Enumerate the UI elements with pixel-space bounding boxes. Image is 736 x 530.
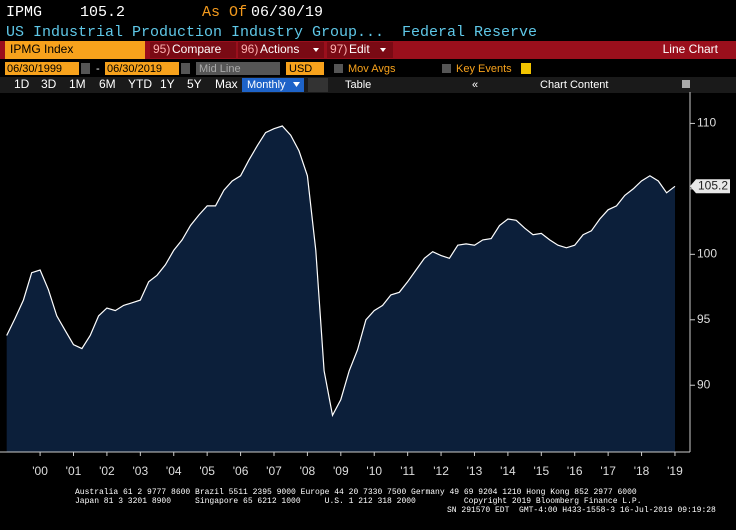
period-bar <box>0 77 736 93</box>
info-icon[interactable] <box>521 63 531 74</box>
end-date-box[interactable] <box>105 62 179 75</box>
x-tick-label: '18 <box>634 464 650 478</box>
last-value-box <box>690 179 730 194</box>
calendar-icon[interactable] <box>81 63 90 74</box>
period-buttons: 1D 3D 1M 6M YTD 1Y 5Y Max <box>14 77 238 91</box>
security[interactable]: IPMG Index <box>10 42 73 56</box>
footer-line: Japan 81 3 3201 8900 Singapore 65 6212 1… <box>75 497 642 506</box>
description: US Industrial Production Industry Group.… <box>6 24 384 41</box>
x-tick-label: '17 <box>600 464 616 478</box>
x-tick-label: '03 <box>133 464 149 478</box>
x-tick-label: '14 <box>500 464 516 478</box>
dropdown-arrow <box>293 82 300 87</box>
footer-line: Australia 61 2 9777 8600 Brazil 5511 239… <box>75 488 637 497</box>
compare-button[interactable] <box>150 42 236 58</box>
x-tick-label: '07 <box>266 464 282 478</box>
dropdown-arrow <box>380 48 386 52</box>
last-value-label: 105.2 <box>698 178 728 192</box>
menu-label[interactable]: Compare <box>172 42 222 56</box>
x-tick-label: '11 <box>400 464 415 478</box>
period-button[interactable]: 1Y <box>160 77 175 91</box>
x-tick-label: '08 <box>300 464 316 478</box>
edit-button[interactable] <box>327 42 393 58</box>
x-tick-label: '19 <box>667 464 683 478</box>
ticker: IPMG <box>6 4 42 21</box>
footer-line: SN 291570 EDT GMT-4:00 H433-1558-3 16-Ju… <box>447 506 716 515</box>
x-tick-label: '16 <box>567 464 583 478</box>
settings-icon[interactable] <box>682 80 690 88</box>
x-tick-label: '02 <box>99 464 115 478</box>
x-tick-label: '05 <box>199 464 215 478</box>
period-button[interactable]: YTD <box>128 77 152 91</box>
frequency[interactable]: Monthly <box>247 79 286 91</box>
menu-num: 95) <box>153 42 170 56</box>
checkbox[interactable] <box>442 64 451 73</box>
x-tick-label: '04 <box>166 464 182 478</box>
y-tick-label: 110 <box>697 116 716 130</box>
menu-label[interactable]: Edit <box>349 42 370 56</box>
x-tick-label: '01 <box>66 464 82 478</box>
date-dash: - <box>96 63 100 75</box>
frequency-box[interactable] <box>242 78 304 92</box>
menu-label[interactable]: Actions <box>260 42 299 56</box>
start-date-box[interactable] <box>5 62 79 75</box>
price-type-box[interactable] <box>196 62 280 75</box>
y-tick-label: 90 <box>697 377 711 391</box>
mov-avgs[interactable]: Mov Avgs <box>348 63 396 75</box>
menu-num: 96) <box>241 42 258 56</box>
as-of-label: As Of <box>202 4 247 21</box>
period-button[interactable]: 6M <box>99 77 116 91</box>
currency[interactable]: USD <box>289 63 312 75</box>
calendar-icon[interactable] <box>181 63 190 74</box>
chart-type: Line Chart <box>663 42 719 56</box>
currency-box[interactable] <box>286 62 324 75</box>
x-tick-label: '15 <box>533 464 549 478</box>
x-tick-label: '13 <box>467 464 483 478</box>
actions-button[interactable] <box>238 42 324 58</box>
table-button[interactable]: Table <box>345 79 371 91</box>
period-button[interactable]: 1D <box>14 77 30 91</box>
price: 105.2 <box>80 4 125 21</box>
x-tick-label: '10 <box>366 464 382 478</box>
period-button[interactable]: 1M <box>69 77 86 91</box>
period-button[interactable]: Max <box>215 77 238 91</box>
x-tick-label: '00 <box>32 464 48 478</box>
x-tick-label: '06 <box>233 464 249 478</box>
dropdown-arrow <box>313 48 319 52</box>
period-button[interactable]: 5Y <box>187 77 202 91</box>
period-button[interactable]: 3D <box>41 77 57 91</box>
menu-num: 97) <box>330 42 347 56</box>
x-tick-label: '09 <box>333 464 349 478</box>
security-box[interactable] <box>5 41 145 59</box>
chart-icon[interactable] <box>308 78 328 92</box>
end-date[interactable]: 06/30/2019 <box>107 63 162 75</box>
checkbox[interactable] <box>334 64 343 73</box>
line <box>6 125 676 418</box>
area <box>6 126 675 452</box>
y-tick-label: 95 <box>697 312 711 326</box>
chart: 9095100105110'00'01'02'03'04'05'06'07'08… <box>0 92 730 478</box>
as-of-date: 06/30/19 <box>251 4 323 21</box>
chart-content[interactable]: Chart Content <box>540 79 608 91</box>
source: Federal Reserve <box>402 24 537 41</box>
x-tick-label: '12 <box>433 464 449 478</box>
y-tick-label: 100 <box>697 246 717 260</box>
collapse-icon[interactable]: « <box>472 79 478 91</box>
price-type[interactable]: Mid Line <box>199 63 241 75</box>
key-events[interactable]: Key Events <box>456 63 512 75</box>
start-date[interactable]: 06/30/1999 <box>7 63 62 75</box>
